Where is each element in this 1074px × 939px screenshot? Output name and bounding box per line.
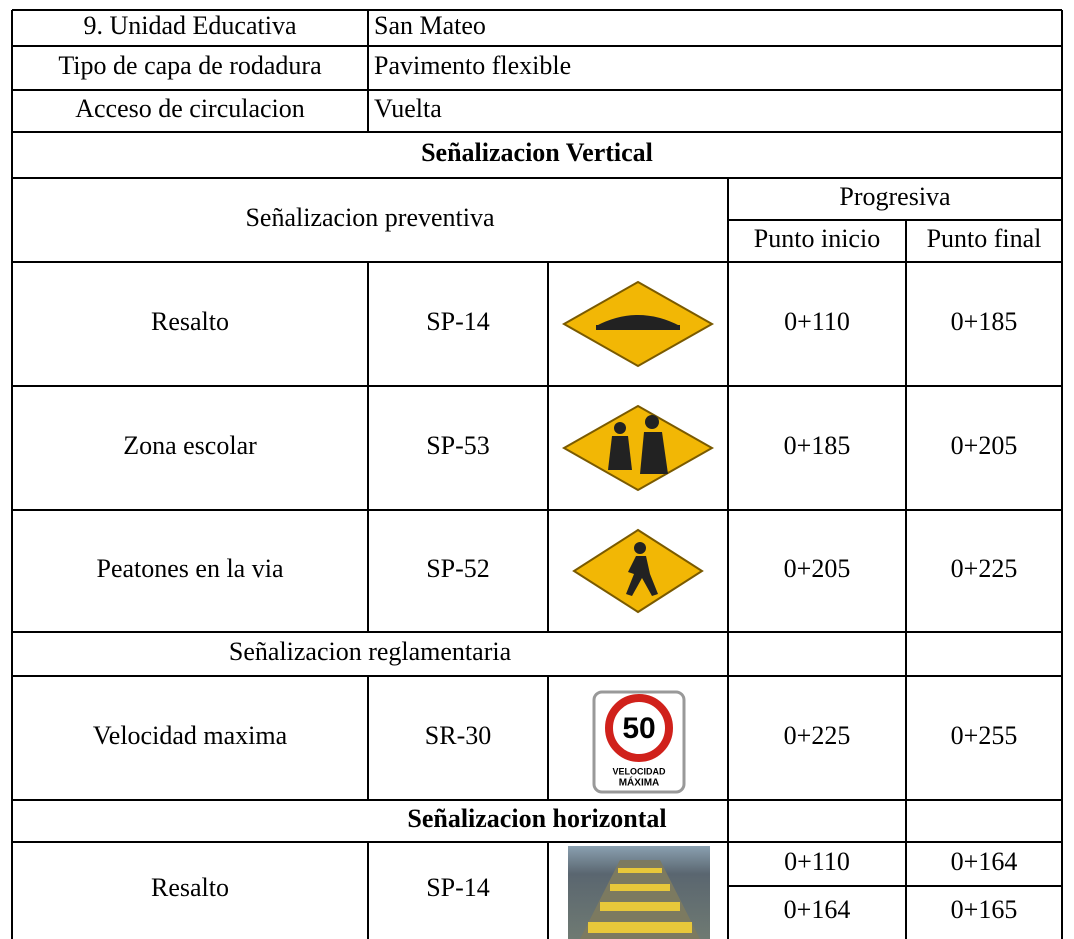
start-point: 0+164 [784,895,851,924]
sign-name: Resalto [151,307,229,336]
sign-speed: 50 VELOCIDAD MÁXIMA [592,690,686,794]
info-value: San Mateo [374,11,486,40]
end-point: 0+255 [951,721,1018,750]
sign-school [561,404,715,492]
end-point: 0+165 [951,895,1018,924]
info-label: Tipo de capa de rodadura [58,51,322,80]
sign-code: SP-14 [426,307,490,336]
end-point: 0+205 [951,431,1018,460]
info-label: Acceso de circulacion [75,94,305,123]
sign-name: Peatones en la via [97,554,284,583]
start-point: 0+185 [784,431,851,460]
end-point: 0+225 [951,554,1018,583]
sign-name: Zona escolar [123,431,257,460]
sign-number: 50 [622,712,655,745]
column-header: Punto final [927,224,1042,253]
start-point: 0+110 [784,307,850,336]
sign-name: Resalto [151,873,229,902]
sign-code: SP-52 [426,554,490,583]
end-point: 0+164 [951,847,1018,876]
section-title: Señalizacion horizontal [407,804,666,833]
sign-code: SP-14 [426,873,490,902]
end-point: 0+185 [951,307,1018,336]
subsection-title: Señalizacion preventiva [245,203,495,232]
sign-text: MÁXIMA [619,776,660,789]
start-point: 0+110 [784,847,850,876]
section-title: Señalizacion Vertical [421,138,653,167]
start-point: 0+205 [784,554,851,583]
info-label: 9. Unidad Educativa [84,11,297,40]
sign-name: Velocidad maxima [93,721,288,750]
sign-text: VELOCIDAD [612,766,666,776]
sign-pedestrian [572,528,704,614]
column-header: Progresiva [839,182,951,211]
photo-bump [568,846,710,939]
start-point: 0+225 [784,721,851,750]
table-grid [11,9,1063,939]
sign-code: SR-30 [425,721,491,750]
column-header: Punto inicio [754,224,880,253]
info-value: Vuelta [374,94,442,123]
subsection-title: Señalizacion reglamentaria [229,637,512,666]
sign-code: SP-53 [426,431,490,460]
info-value: Pavimento flexible [374,51,571,80]
sign-bump [561,280,715,368]
